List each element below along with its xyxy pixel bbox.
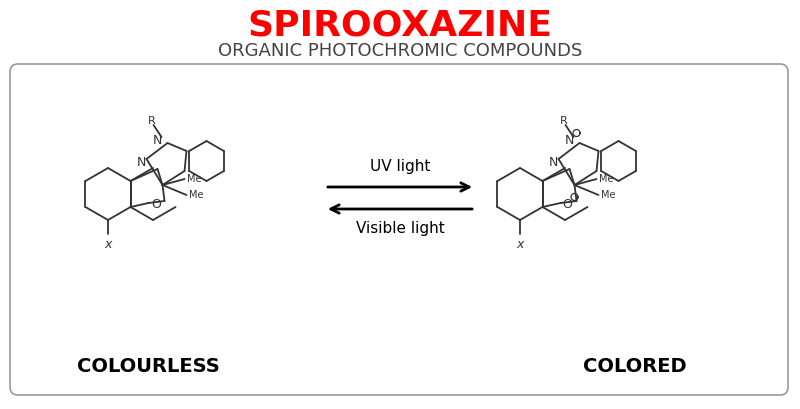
- Text: N: N: [136, 155, 146, 169]
- Text: O: O: [151, 198, 162, 211]
- Text: ORGANIC PHOTOCHROMIC COMPOUNDS: ORGANIC PHOTOCHROMIC COMPOUNDS: [218, 42, 582, 60]
- Text: N: N: [565, 135, 574, 148]
- FancyBboxPatch shape: [10, 64, 788, 395]
- Text: Me: Me: [601, 190, 615, 200]
- Text: COLOURLESS: COLOURLESS: [77, 357, 219, 377]
- Text: Visible light: Visible light: [356, 221, 444, 236]
- Text: UV light: UV light: [370, 159, 430, 174]
- Text: N: N: [153, 135, 162, 148]
- Text: SPIROOXAZINE: SPIROOXAZINE: [247, 9, 553, 43]
- Text: x: x: [104, 238, 112, 251]
- Text: COLORED: COLORED: [583, 357, 687, 377]
- Text: O: O: [562, 198, 573, 211]
- Text: Me: Me: [186, 174, 201, 184]
- Text: N: N: [548, 155, 558, 169]
- Text: R: R: [148, 116, 155, 126]
- Text: R: R: [560, 116, 567, 126]
- Text: Me: Me: [189, 190, 203, 200]
- Text: Me: Me: [598, 174, 613, 184]
- Text: x: x: [516, 238, 524, 251]
